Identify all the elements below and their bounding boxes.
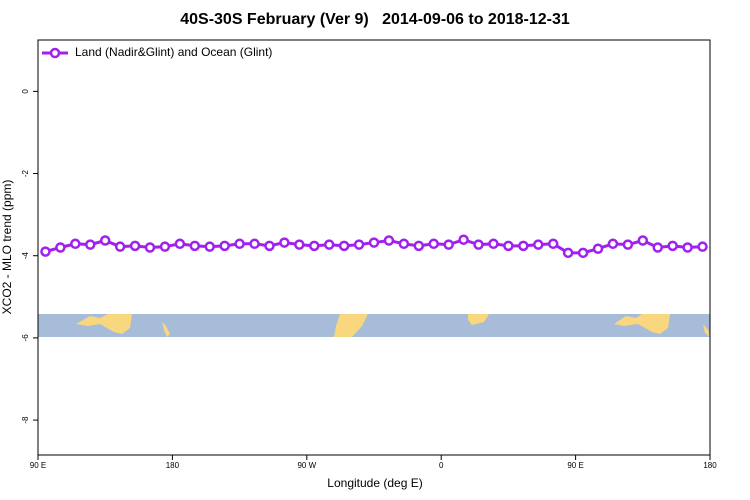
data-point [383, 235, 395, 246]
data-point [622, 239, 634, 250]
y-axis-label: XCO2 - MLO trend (ppm) [0, 180, 14, 315]
data-point [413, 240, 425, 252]
data-point [458, 234, 469, 245]
land [614, 314, 670, 334]
x-tick-label: 90 W [297, 461, 316, 470]
ocean [38, 314, 710, 337]
data-point [637, 235, 649, 246]
plot-frame [37, 39, 711, 456]
land [162, 322, 170, 337]
data-point [309, 240, 320, 252]
data-point [697, 241, 708, 252]
data-point [264, 240, 275, 252]
data-point [85, 239, 96, 250]
data-point [99, 235, 111, 246]
legend-label: Land (Nadir&Glint) and Ocean (Glint) [75, 45, 272, 59]
data-point [114, 241, 126, 252]
data-point [249, 238, 260, 250]
data-point [174, 238, 186, 250]
data-point [562, 247, 574, 259]
data-point [234, 238, 245, 250]
data-point [607, 238, 619, 250]
data-point [518, 240, 529, 252]
x-tick-label: 90 E [567, 461, 583, 470]
data-point [547, 238, 559, 250]
y-tick-label: -4 [21, 252, 30, 260]
data-point [443, 239, 454, 250]
data-point [323, 239, 335, 250]
data-point [398, 238, 410, 250]
chart-title: 40S-30S February (Ver 9) 2014-09-06 to 2… [180, 11, 570, 28]
data-point [667, 240, 678, 252]
data-point [70, 238, 81, 250]
data-point [652, 242, 663, 253]
data-point [473, 239, 484, 250]
land [703, 324, 710, 337]
data-point [533, 239, 544, 250]
y-tick-label: -8 [21, 416, 30, 424]
data-point [368, 237, 380, 248]
data-point [294, 239, 305, 250]
x-tick-label: 180 [703, 461, 717, 470]
data-point [204, 241, 215, 252]
data-point [353, 239, 365, 250]
data-point [592, 243, 604, 254]
land [468, 314, 489, 325]
data-point [40, 246, 51, 257]
data-point [159, 241, 171, 252]
data-point [219, 240, 230, 252]
data-point [338, 240, 350, 252]
x-tick-label: 0 [439, 461, 444, 470]
data-point [428, 238, 439, 250]
data-point [488, 238, 499, 250]
data-point [55, 242, 66, 253]
map-strip [38, 314, 710, 337]
x-tick-label: 90 E [30, 461, 46, 470]
y-tick-label: -2 [21, 169, 30, 177]
data-point [279, 237, 290, 248]
data-point [503, 240, 514, 252]
legend-marker [49, 47, 61, 59]
x-axis-label: Longitude (deg E) [327, 476, 422, 490]
data-point [129, 240, 141, 252]
y-tick-label: 0 [21, 89, 30, 94]
land [334, 314, 368, 337]
x-tick-label: 180 [166, 461, 180, 470]
land [76, 314, 132, 334]
data-point [682, 242, 693, 253]
y-tick-label: -6 [21, 334, 30, 342]
data-point [577, 247, 589, 259]
data-point [144, 242, 156, 253]
data-point [189, 240, 201, 252]
